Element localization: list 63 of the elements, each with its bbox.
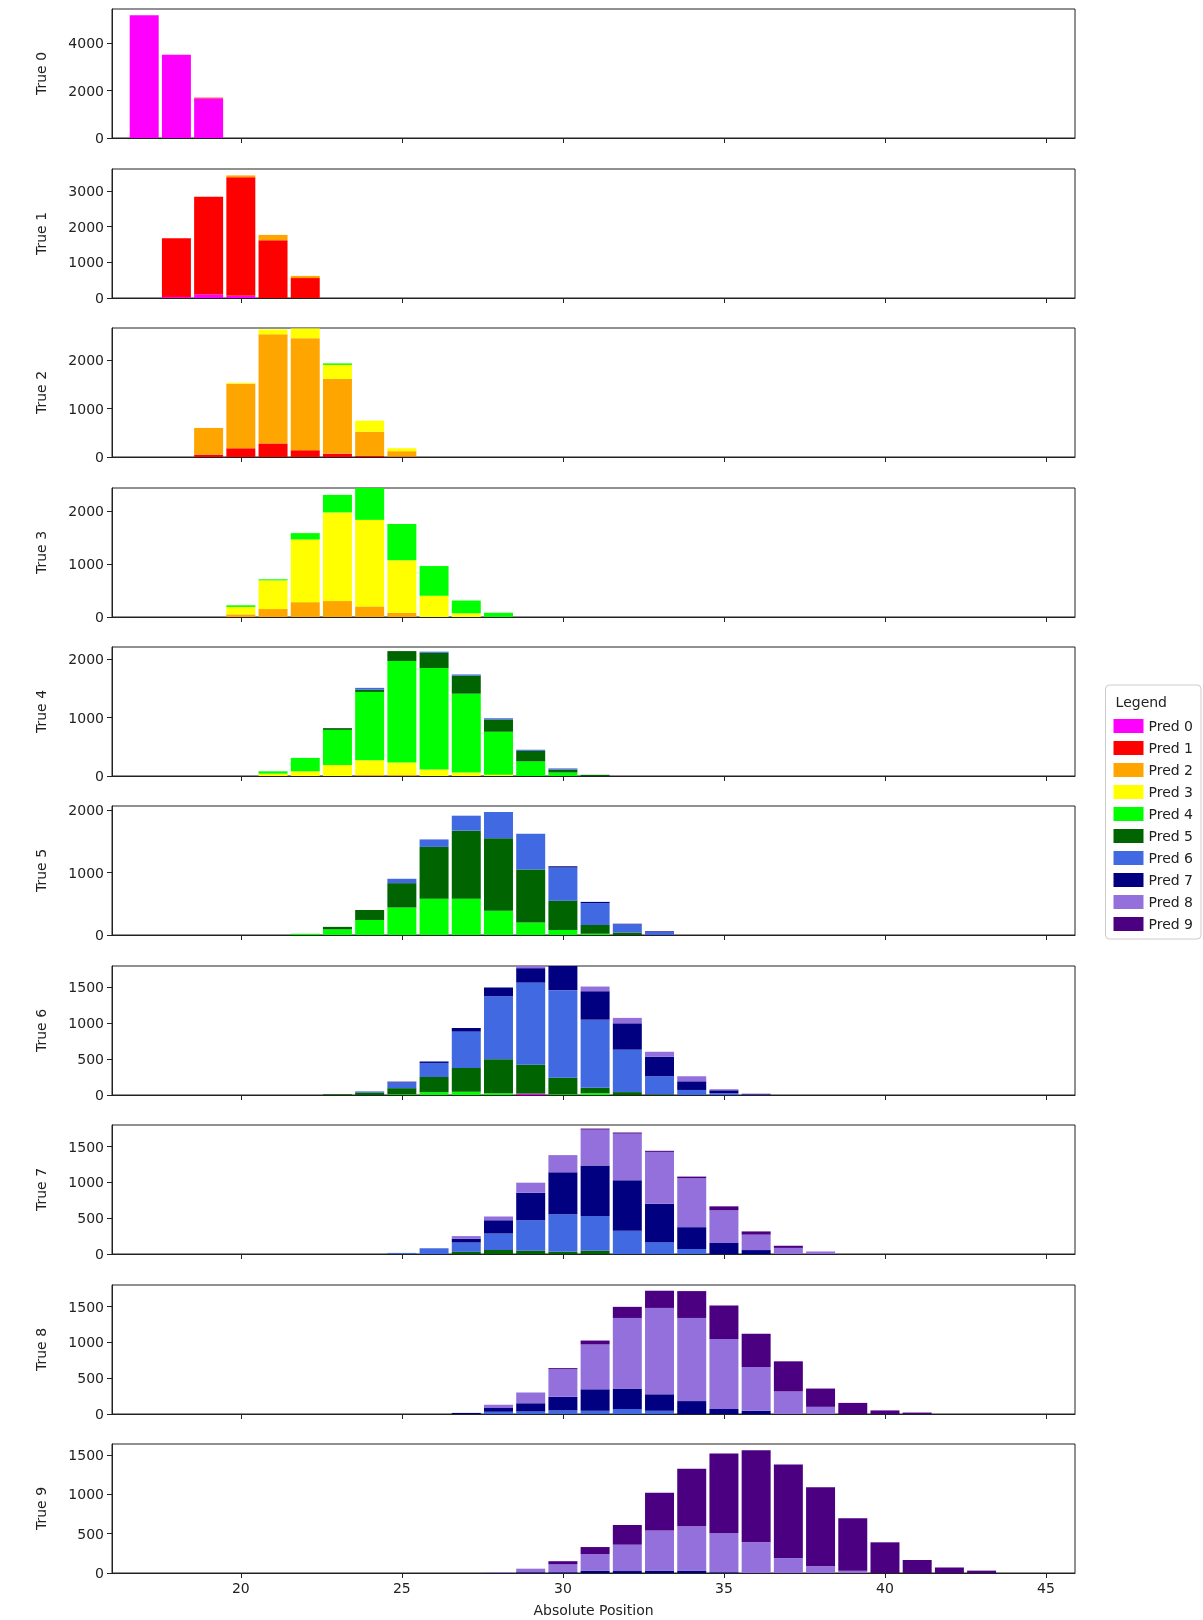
y-tick-label: 2000 <box>68 218 104 235</box>
y-tick-label: 0 <box>95 1246 104 1263</box>
y-tick-label: 0 <box>95 1564 104 1581</box>
y-tick-label: 500 <box>77 1050 104 1067</box>
y-tick-label: 1000 <box>68 400 104 417</box>
y-tick-label: 1000 <box>68 254 104 271</box>
y-tick-label: 1000 <box>68 1174 104 1191</box>
x-axis-title: Absolute Position <box>533 1601 654 1618</box>
legend-label: Pred 3 <box>1148 783 1194 800</box>
legend-title: Legend <box>1115 693 1168 710</box>
y-tick-label: 500 <box>77 1369 104 1386</box>
y-tick-label: 1000 <box>68 1486 104 1503</box>
y-tick-label: 2000 <box>68 502 104 519</box>
y-tick-label: 1000 <box>68 709 104 726</box>
y-tick-label: 1000 <box>68 864 104 881</box>
legend-label: Pred 5 <box>1148 827 1194 844</box>
y-tick-label: 3000 <box>68 182 104 199</box>
legend-label: Pred 0 <box>1148 717 1194 734</box>
legend-label: Pred 7 <box>1148 871 1194 888</box>
y-tick-label: 0 <box>95 1086 104 1103</box>
y-tick-label: 1500 <box>68 978 104 995</box>
y-tick-label: 0 <box>95 927 104 944</box>
x-tick-label: 30 <box>553 1579 572 1596</box>
y-tick-label: 1500 <box>68 1298 104 1314</box>
y-tick-label: 0 <box>95 289 104 306</box>
y-tick-label: 2000 <box>68 352 104 369</box>
legend-label: Pred 1 <box>1148 739 1194 756</box>
y-axis-title: True 1 <box>33 211 49 256</box>
y-axis-title: True 0 <box>33 52 49 97</box>
y-tick-label: 0 <box>95 608 104 625</box>
y-tick-label: 4000 <box>68 35 104 52</box>
legend-label: Pred 6 <box>1148 849 1194 866</box>
y-axis-title: True 3 <box>33 530 49 575</box>
y-tick-label: 0 <box>95 449 104 466</box>
y-tick-label: 0 <box>95 767 104 784</box>
y-tick-label: 2000 <box>68 802 104 819</box>
y-tick-label: 1000 <box>68 1333 104 1350</box>
y-tick-label: 1500 <box>68 1446 104 1463</box>
y-tick-label: 500 <box>77 1210 104 1227</box>
y-tick-label: 1000 <box>68 1014 104 1031</box>
y-tick-label: 1500 <box>68 1138 104 1155</box>
y-tick-label: 500 <box>77 1525 104 1542</box>
y-tick-label: 0 <box>95 1405 104 1422</box>
x-tick-label: 35 <box>715 1579 733 1596</box>
y-axis-title: True 2 <box>33 371 49 416</box>
legend-label: Pred 4 <box>1148 805 1194 822</box>
x-tick-label: 20 <box>231 1579 250 1596</box>
y-tick-label: 2000 <box>68 82 104 99</box>
x-tick-label: 45 <box>1037 1579 1055 1596</box>
legend-label: Pred 8 <box>1148 893 1194 910</box>
y-axis-title: True 9 <box>33 1486 49 1531</box>
y-axis-title: True 7 <box>33 1168 49 1213</box>
x-tick-label: 25 <box>392 1579 411 1596</box>
y-tick-label: 0 <box>95 130 104 147</box>
legend-label: Pred 2 <box>1148 761 1194 778</box>
y-axis-title: True 8 <box>33 1327 49 1372</box>
y-tick-label: 1000 <box>68 555 104 572</box>
y-axis-title: True 4 <box>33 689 49 734</box>
x-tick-label: 40 <box>876 1579 894 1596</box>
y-axis-title: True 5 <box>33 849 49 894</box>
y-tick-label: 2000 <box>68 651 104 668</box>
y-axis-title: True 6 <box>33 1008 49 1053</box>
legend-label: Pred 9 <box>1148 915 1194 932</box>
